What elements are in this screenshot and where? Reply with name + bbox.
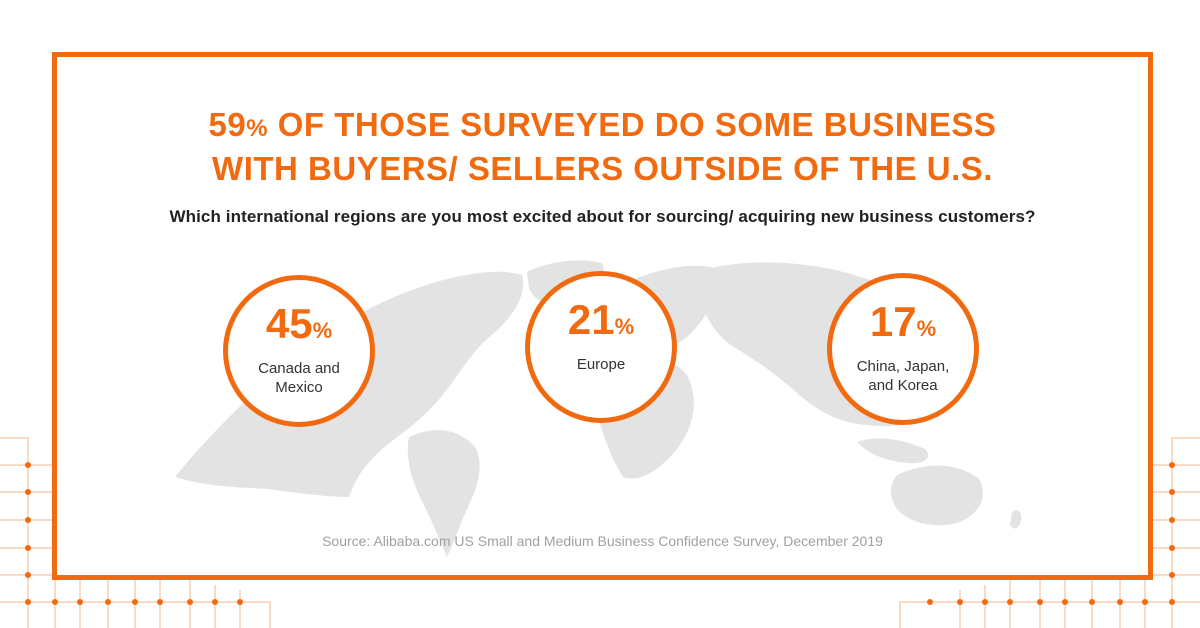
headline-line-2: WITH BUYERS/ SELLERS OUTSIDE OF THE U.S. <box>212 150 993 187</box>
stat-value: 45% <box>265 300 333 347</box>
headline-line-1-text: OF THOSE SURVEYED DO SOME BUSINESS <box>268 106 997 143</box>
headline-percent: 59% <box>208 106 269 143</box>
stat-label: Canada and Mexico <box>258 360 340 396</box>
stat-value: 21% <box>567 296 635 343</box>
stat-label: China, Japan, and Korea <box>856 358 950 394</box>
stat-label: Europe <box>576 356 626 373</box>
content-frame: 59% OF THOSE SURVEYED DO SOME BUSINESS W… <box>52 52 1153 580</box>
source-citation: Source: Alibaba.com US Small and Medium … <box>322 533 883 549</box>
headline-line-1: 59% OF THOSE SURVEYED DO SOME BUSINESS <box>57 103 1148 151</box>
stat-circle-canada-mexico: 45% Canada and Mexico <box>223 275 375 427</box>
survey-question: Which international regions are you most… <box>169 207 1036 226</box>
stat-value: 17% <box>869 298 937 345</box>
stat-circle-europe: 21% Europe <box>525 271 677 423</box>
stat-circle-china-japan-korea: 17% China, Japan, and Korea <box>827 273 979 425</box>
